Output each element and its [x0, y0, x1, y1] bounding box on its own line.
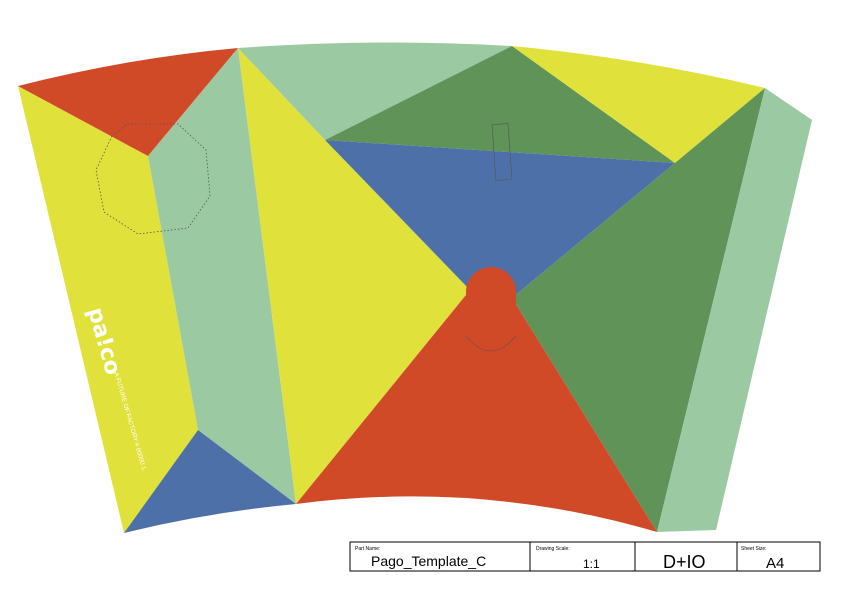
- panel-left-light-green: [148, 48, 296, 504]
- drawing-scale-label: Drawing Scale:: [536, 546, 570, 552]
- drawing-scale-value: 1:1: [583, 557, 600, 571]
- panel-bottom-red: [296, 290, 657, 532]
- panel-bottom-left-blue: [124, 430, 296, 533]
- panel-left-yellow: [18, 86, 198, 533]
- sheet-size-value: A4: [766, 555, 784, 572]
- panel-right-glue-flap: [657, 88, 812, 532]
- title-block: Part Name: Pago_Template_C Drawing Scale…: [349, 541, 821, 572]
- panel-center-red-tab: [466, 267, 516, 338]
- panel-top-right-yellow: [512, 46, 765, 163]
- guide-markings: [95, 123, 517, 352]
- dotted-tab-guide: [465, 335, 517, 352]
- panel-top-dark-green: [325, 46, 675, 163]
- dotted-slot-guide: [491, 123, 513, 181]
- part-name-label: Part Name:: [355, 546, 380, 552]
- panel-center-blue: [325, 140, 675, 298]
- panel-top-light-green: [238, 42, 512, 140]
- panel-top-left-red: [18, 48, 238, 156]
- company-name: D+IO: [663, 552, 706, 572]
- template-panels: [18, 42, 812, 533]
- title-block-frame: [349, 541, 821, 572]
- panel-center-yellow: [238, 48, 470, 504]
- dotted-circle-guide: [95, 123, 211, 235]
- panel-right-dark-green: [512, 88, 765, 532]
- part-name-value: Pago_Template_C: [371, 553, 486, 569]
- sheet-size-label: Sheet Size:: [741, 546, 767, 552]
